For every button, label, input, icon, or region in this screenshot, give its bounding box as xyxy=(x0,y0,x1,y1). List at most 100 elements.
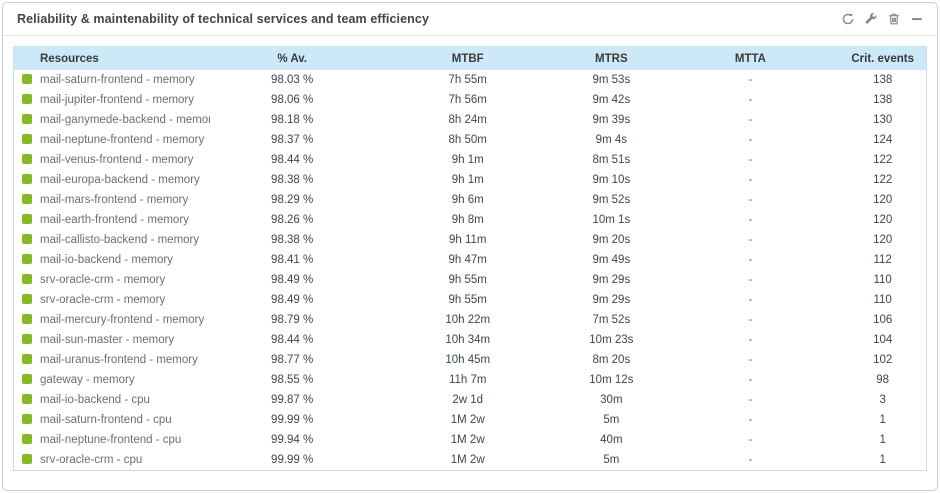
crit-events-value: 110 xyxy=(839,270,926,290)
collapse-icon[interactable] xyxy=(909,11,925,27)
table-row[interactable]: mail-mars-frontend - memory 98.29 % 9h 6… xyxy=(14,190,926,210)
mtbf-value: 1M 2w xyxy=(374,410,562,430)
resource-name[interactable]: mail-venus-frontend - memory xyxy=(40,154,194,166)
table-row[interactable]: mail-mercury-frontend - memory 98.79 % 1… xyxy=(14,310,926,330)
status-square-icon xyxy=(22,114,32,124)
availability-value: 98.03 % xyxy=(210,70,375,90)
status-square-icon xyxy=(22,434,32,444)
table-row[interactable]: mail-europa-backend - memory 98.38 % 9h … xyxy=(14,170,926,190)
column-header-mtta[interactable]: MTTA xyxy=(661,47,840,70)
mtbf-value: 10h 34m xyxy=(374,330,562,350)
mtta-value: - xyxy=(661,250,840,270)
table-row[interactable]: srv-oracle-crm - memory 98.49 % 9h 55m 9… xyxy=(14,270,926,290)
mtrs-value: 10m 1s xyxy=(561,210,662,230)
availability-value: 98.26 % xyxy=(210,210,375,230)
mtbf-value: 9h 6m xyxy=(374,190,562,210)
table-row[interactable]: mail-sun-master - memory 98.44 % 10h 34m… xyxy=(14,330,926,350)
mtta-value: - xyxy=(661,230,840,250)
mtta-value: - xyxy=(661,330,840,350)
table-row[interactable]: srv-oracle-crm - memory 98.49 % 9h 55m 9… xyxy=(14,290,926,310)
table-row[interactable]: mail-saturn-frontend - memory 98.03 % 7h… xyxy=(14,70,926,90)
table-row[interactable]: mail-uranus-frontend - memory 98.77 % 10… xyxy=(14,350,926,370)
column-header-mtbf[interactable]: MTBF xyxy=(374,47,562,70)
mtta-value: - xyxy=(661,290,840,310)
mtta-value: - xyxy=(661,430,840,450)
column-header-mtrs[interactable]: MTRS xyxy=(561,47,662,70)
mtbf-value: 9h 8m xyxy=(374,210,562,230)
resource-name[interactable]: mail-saturn-frontend - cpu xyxy=(40,414,172,426)
resource-name[interactable]: mail-sun-master - memory xyxy=(40,334,175,346)
mtrs-value: 8m 20s xyxy=(561,350,662,370)
resource-name[interactable]: mail-ganymede-backend - memory xyxy=(40,114,211,126)
mtrs-value: 9m 39s xyxy=(561,110,662,130)
table-row[interactable]: mail-io-backend - cpu 99.87 % 2w 1d 30m … xyxy=(14,390,926,410)
mtrs-value: 9m 29s xyxy=(561,290,662,310)
crit-events-value: 124 xyxy=(839,130,926,150)
wrench-icon[interactable] xyxy=(863,11,879,27)
resource-name[interactable]: srv-oracle-crm - memory xyxy=(40,274,166,286)
availability-value: 98.55 % xyxy=(210,370,375,390)
resource-name[interactable]: mail-neptune-frontend - cpu xyxy=(40,434,182,446)
status-square-icon xyxy=(22,94,32,104)
reliability-table-container: Resources % Av. MTBF MTRS MTTA Crit. eve… xyxy=(13,46,927,471)
mtta-value: - xyxy=(661,150,840,170)
mtta-value: - xyxy=(661,190,840,210)
mtta-value: - xyxy=(661,70,840,90)
status-square-icon xyxy=(22,394,32,404)
refresh-icon[interactable] xyxy=(840,11,856,27)
status-square-icon xyxy=(22,234,32,244)
resource-name[interactable]: mail-io-backend - memory xyxy=(40,254,173,266)
resource-name[interactable]: mail-neptune-frontend - memory xyxy=(40,134,205,146)
mtta-value: - xyxy=(661,170,840,190)
resource-name[interactable]: gateway - memory xyxy=(40,374,135,386)
status-square-icon xyxy=(22,454,32,464)
widget-toolbar xyxy=(840,11,925,27)
resource-name[interactable]: mail-callisto-backend - memory xyxy=(40,234,200,246)
table-row[interactable]: gateway - memory 98.55 % 11h 7m 10m 12s … xyxy=(14,370,926,390)
table-header-row: Resources % Av. MTBF MTRS MTTA Crit. eve… xyxy=(14,47,926,70)
column-header-resources[interactable]: Resources xyxy=(14,47,211,70)
mtrs-value: 8m 51s xyxy=(561,150,662,170)
resource-name[interactable]: mail-mercury-frontend - memory xyxy=(40,314,205,326)
resource-name[interactable]: srv-oracle-crm - cpu xyxy=(40,454,143,466)
table-row[interactable]: mail-jupiter-frontend - memory 98.06 % 7… xyxy=(14,90,926,110)
mtrs-value: 7m 52s xyxy=(561,310,662,330)
table-row[interactable]: mail-neptune-frontend - cpu 99.94 % 1M 2… xyxy=(14,430,926,450)
mtbf-value: 9h 55m xyxy=(374,290,562,310)
mtbf-value: 8h 24m xyxy=(374,110,562,130)
table-row[interactable]: mail-callisto-backend - memory 98.38 % 9… xyxy=(14,230,926,250)
resource-name[interactable]: srv-oracle-crm - memory xyxy=(40,294,166,306)
table-row[interactable]: mail-earth-frontend - memory 98.26 % 9h … xyxy=(14,210,926,230)
mtrs-value: 10m 23s xyxy=(561,330,662,350)
resource-name[interactable]: mail-jupiter-frontend - memory xyxy=(40,94,195,106)
mtrs-value: 10m 12s xyxy=(561,370,662,390)
resource-name[interactable]: mail-io-backend - cpu xyxy=(40,394,150,406)
status-square-icon xyxy=(22,254,32,264)
availability-value: 98.41 % xyxy=(210,250,375,270)
table-row[interactable]: mail-io-backend - memory 98.41 % 9h 47m … xyxy=(14,250,926,270)
table-row[interactable]: mail-neptune-frontend - memory 98.37 % 8… xyxy=(14,130,926,150)
table-row[interactable]: mail-venus-frontend - memory 98.44 % 9h … xyxy=(14,150,926,170)
mtbf-value: 2w 1d xyxy=(374,390,562,410)
resource-name[interactable]: mail-mars-frontend - memory xyxy=(40,194,189,206)
table-row[interactable]: mail-ganymede-backend - memory 98.18 % 8… xyxy=(14,110,926,130)
column-header-crit-events[interactable]: Crit. events xyxy=(839,47,926,70)
resource-name[interactable]: mail-earth-frontend - memory xyxy=(40,214,189,226)
availability-value: 99.99 % xyxy=(210,450,375,470)
crit-events-value: 104 xyxy=(839,330,926,350)
availability-value: 98.49 % xyxy=(210,290,375,310)
availability-value: 98.37 % xyxy=(210,130,375,150)
column-header-availability[interactable]: % Av. xyxy=(210,47,375,70)
mtbf-value: 7h 55m xyxy=(374,70,562,90)
mtbf-value: 7h 56m xyxy=(374,90,562,110)
trash-icon[interactable] xyxy=(886,11,902,27)
status-square-icon xyxy=(22,414,32,424)
resource-name[interactable]: mail-uranus-frontend - memory xyxy=(40,354,198,366)
status-square-icon xyxy=(22,74,32,84)
resource-name[interactable]: mail-saturn-frontend - memory xyxy=(40,74,195,86)
table-row[interactable]: mail-saturn-frontend - cpu 99.99 % 1M 2w… xyxy=(14,410,926,430)
status-square-icon xyxy=(22,334,32,344)
table-row[interactable]: srv-oracle-crm - cpu 99.99 % 1M 2w 5m - … xyxy=(14,450,926,470)
mtta-value: - xyxy=(661,270,840,290)
resource-name[interactable]: mail-europa-backend - memory xyxy=(40,174,200,186)
